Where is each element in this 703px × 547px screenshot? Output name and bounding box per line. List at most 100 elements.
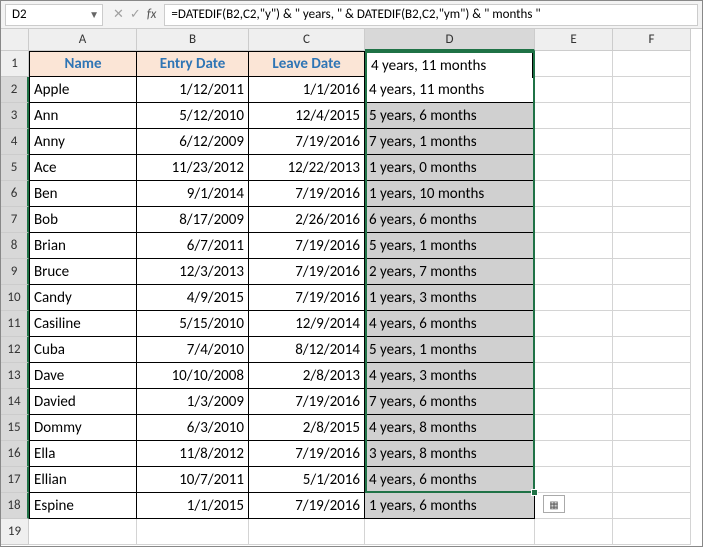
cell-empty[interactable]	[613, 51, 691, 77]
cell-empty[interactable]	[613, 259, 691, 285]
cell-A14[interactable]: Davied	[29, 389, 137, 415]
cell-D8[interactable]: 5 years, 1 months	[365, 233, 535, 259]
row-header-7[interactable]: 7	[1, 207, 29, 233]
row-header-10[interactable]: 10	[1, 285, 29, 311]
cell-empty[interactable]	[613, 103, 691, 129]
cell-A7[interactable]: Bob	[29, 207, 137, 233]
row-header-8[interactable]: 8	[1, 233, 29, 259]
cell-empty[interactable]	[535, 363, 613, 389]
cell-B13[interactable]: 10/10/2008	[137, 363, 249, 389]
cell-C3[interactable]: 12/4/2015	[249, 103, 365, 129]
cell-D15[interactable]: 4 years, 8 months	[365, 415, 535, 441]
cell-C6[interactable]: 7/19/2016	[249, 181, 365, 207]
cell-B2[interactable]: 1/12/2011	[137, 77, 249, 103]
cell-empty[interactable]	[365, 519, 535, 545]
cell-B11[interactable]: 5/15/2010	[137, 311, 249, 337]
cell-C15[interactable]: 2/8/2015	[249, 415, 365, 441]
cell-empty[interactable]	[535, 415, 613, 441]
cell-B10[interactable]: 4/9/2015	[137, 285, 249, 311]
cell-C11[interactable]: 12/9/2014	[249, 311, 365, 337]
cell-B6[interactable]: 9/1/2014	[137, 181, 249, 207]
cell-D6[interactable]: 1 years, 10 months	[365, 181, 535, 207]
cell-empty[interactable]	[613, 493, 691, 519]
cell-D13[interactable]: 4 years, 3 months	[365, 363, 535, 389]
cell-B5[interactable]: 11/23/2012	[137, 155, 249, 181]
header-cell-B[interactable]: Entry Date	[137, 51, 249, 77]
cell-empty[interactable]	[613, 363, 691, 389]
header-cell-C[interactable]: Leave Date	[249, 51, 365, 77]
cell-empty[interactable]	[535, 155, 613, 181]
column-header-D[interactable]: D	[365, 29, 535, 51]
cell-empty[interactable]	[535, 233, 613, 259]
formula-input[interactable]: =DATEDIF(B2,C2,"y") & " years, " & DATED…	[164, 4, 698, 26]
cell-empty[interactable]	[613, 77, 691, 103]
row-header-6[interactable]: 6	[1, 181, 29, 207]
cell-B15[interactable]: 6/3/2010	[137, 415, 249, 441]
column-header-F[interactable]: F	[613, 29, 691, 51]
row-header-5[interactable]: 5	[1, 155, 29, 181]
cell-empty[interactable]	[535, 207, 613, 233]
cell-empty[interactable]	[613, 415, 691, 441]
cell-D16[interactable]: 3 years, 8 months	[365, 441, 535, 467]
cell-B3[interactable]: 5/12/2010	[137, 103, 249, 129]
fill-handle[interactable]	[531, 489, 538, 496]
row-header-14[interactable]: 14	[1, 389, 29, 415]
row-header-17[interactable]: 17	[1, 467, 29, 493]
cell-B16[interactable]: 11/8/2012	[137, 441, 249, 467]
cell-D11[interactable]: 4 years, 6 months	[365, 311, 535, 337]
cell-empty[interactable]	[535, 467, 613, 493]
cell-C7[interactable]: 2/26/2016	[249, 207, 365, 233]
row-header-2[interactable]: 2	[1, 77, 29, 103]
cell-A12[interactable]: Cuba	[29, 337, 137, 363]
cell-empty[interactable]	[535, 337, 613, 363]
cell-A9[interactable]: Bruce	[29, 259, 137, 285]
cell-empty[interactable]	[613, 311, 691, 337]
cell-empty[interactable]	[535, 389, 613, 415]
cell-C9[interactable]: 7/19/2016	[249, 259, 365, 285]
cell-C2[interactable]: 1/1/2016	[249, 77, 365, 103]
cell-A10[interactable]: Candy	[29, 285, 137, 311]
cell-empty[interactable]	[613, 337, 691, 363]
cell-A15[interactable]: Dommy	[29, 415, 137, 441]
cell-B4[interactable]: 6/12/2009	[137, 129, 249, 155]
select-all-corner[interactable]	[1, 29, 29, 51]
cell-C17[interactable]: 5/1/2016	[249, 467, 365, 493]
cancel-icon[interactable]: ✕	[113, 7, 124, 22]
cell-empty[interactable]	[535, 77, 613, 103]
cell-empty[interactable]	[613, 207, 691, 233]
cell-empty[interactable]	[613, 181, 691, 207]
cell-empty[interactable]	[613, 441, 691, 467]
fx-icon[interactable]: fx	[147, 7, 157, 22]
cell-D12[interactable]: 5 years, 1 months	[365, 337, 535, 363]
cell-empty[interactable]	[535, 441, 613, 467]
cell-C4[interactable]: 7/19/2016	[249, 129, 365, 155]
cell-C13[interactable]: 2/8/2013	[249, 363, 365, 389]
row-header-9[interactable]: 9	[1, 259, 29, 285]
cell-B17[interactable]: 10/7/2011	[137, 467, 249, 493]
cell-D14[interactable]: 7 years, 6 months	[365, 389, 535, 415]
cell-D3[interactable]: 5 years, 6 months	[365, 103, 535, 129]
column-header-A[interactable]: A	[29, 29, 137, 51]
cell-empty[interactable]	[535, 51, 613, 77]
row-header-18[interactable]: 18	[1, 493, 29, 519]
cell-C18[interactable]: 7/19/2016	[249, 493, 365, 519]
cell-C12[interactable]: 8/12/2014	[249, 337, 365, 363]
cell-empty[interactable]	[535, 285, 613, 311]
cell-B12[interactable]: 7/4/2010	[137, 337, 249, 363]
cell-empty[interactable]	[613, 233, 691, 259]
cell-A8[interactable]: Brian	[29, 233, 137, 259]
cell-A17[interactable]: Ellian	[29, 467, 137, 493]
header-cell-D[interactable]: Tenure	[365, 51, 535, 77]
cell-empty[interactable]	[613, 519, 691, 545]
cell-D17[interactable]: 4 years, 6 months	[365, 467, 535, 493]
cell-B7[interactable]: 8/17/2009	[137, 207, 249, 233]
cell-D10[interactable]: 1 years, 3 months	[365, 285, 535, 311]
cell-D4[interactable]: 7 years, 1 months	[365, 129, 535, 155]
cell-empty[interactable]	[613, 389, 691, 415]
cell-D7[interactable]: 6 years, 6 months	[365, 207, 535, 233]
cell-A4[interactable]: Anny	[29, 129, 137, 155]
cell-C5[interactable]: 12/22/2013	[249, 155, 365, 181]
cell-A6[interactable]: Ben	[29, 181, 137, 207]
cell-empty[interactable]	[137, 519, 249, 545]
row-header-11[interactable]: 11	[1, 311, 29, 337]
